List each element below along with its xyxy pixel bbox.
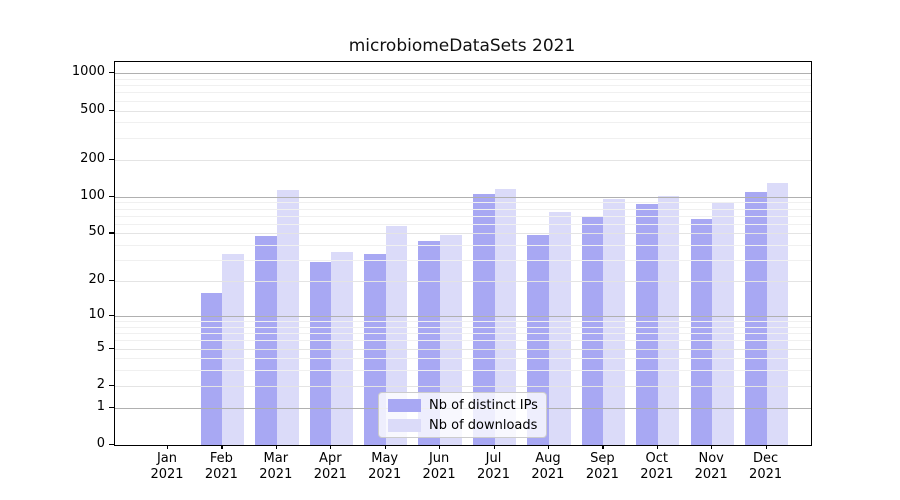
x-tick-label-sep: Sep 2021 bbox=[585, 451, 619, 482]
legend-row-downloads: Nb of downloads bbox=[388, 417, 546, 434]
bar-apr-downloads bbox=[331, 252, 353, 445]
bar-aug-downloads bbox=[548, 211, 571, 445]
y-tick-mark-100 bbox=[109, 195, 114, 197]
legend-label-downloads: Nb of downloads bbox=[429, 417, 538, 433]
legend-label-distinct-ips: Nb of distinct IPs bbox=[429, 397, 538, 413]
x-tick-mark-oct bbox=[656, 445, 658, 449]
gridline-200 bbox=[115, 159, 811, 161]
gridline-90 bbox=[115, 202, 811, 204]
x-tick-label-oct: Oct 2021 bbox=[640, 451, 674, 482]
bar-mar-downloads bbox=[276, 190, 299, 445]
x-tick-label-apr: Apr 2021 bbox=[313, 451, 347, 482]
x-tick-mark-feb bbox=[221, 445, 223, 449]
bar-mar-distinct-ips bbox=[255, 235, 277, 445]
y-tick-mark-200 bbox=[109, 158, 114, 160]
y-tick-label-20: 20 bbox=[88, 272, 105, 288]
x-tick-mark-sep bbox=[602, 445, 604, 449]
y-tick-label-1: 1 bbox=[96, 398, 105, 414]
bar-sep-downloads bbox=[603, 199, 626, 445]
x-tick-label-dec: Dec 2021 bbox=[749, 451, 783, 482]
y-tick-mark-5 bbox=[109, 347, 114, 349]
y-tick-label-500: 500 bbox=[80, 101, 105, 117]
y-tick-mark-2 bbox=[109, 384, 114, 387]
gridline-80 bbox=[115, 208, 811, 210]
y-tick-label-50: 50 bbox=[88, 224, 105, 240]
gridline-700 bbox=[115, 92, 811, 94]
bar-feb-distinct-ips bbox=[200, 292, 223, 445]
bar-may-downloads bbox=[385, 225, 408, 445]
x-tick-mark-nov bbox=[711, 445, 713, 449]
y-tick-mark-0 bbox=[109, 444, 114, 446]
x-tick-mark-aug bbox=[547, 445, 550, 449]
gridline-600 bbox=[115, 100, 811, 102]
y-tick-mark-1000 bbox=[109, 72, 114, 74]
bar-dec-downloads bbox=[766, 183, 789, 445]
gridline-70 bbox=[115, 215, 811, 217]
bar-nov-distinct-ips bbox=[690, 218, 713, 445]
bar-oct-downloads bbox=[657, 195, 680, 445]
x-tick-mark-apr bbox=[330, 445, 332, 449]
y-tick-label-10: 10 bbox=[88, 307, 105, 322]
plot-area bbox=[114, 61, 812, 446]
legend: Nb of distinct IPs Nb of downloads bbox=[378, 392, 547, 438]
x-tick-label-may: May 2021 bbox=[368, 451, 402, 482]
x-tick-mark-jun bbox=[439, 445, 441, 449]
x-tick-mark-mar bbox=[275, 445, 277, 449]
x-tick-label-jan: Jan 2021 bbox=[150, 451, 184, 482]
y-tick-mark-20 bbox=[109, 280, 114, 282]
x-tick-label-aug: Aug 2021 bbox=[531, 451, 565, 482]
y-tick-label-5: 5 bbox=[96, 339, 105, 355]
legend-row-distinct-ips: Nb of distinct IPs bbox=[388, 397, 546, 414]
chart-title: microbiomeDataSets 2021 bbox=[348, 36, 576, 56]
y-tick-label-100: 100 bbox=[80, 187, 105, 203]
x-tick-label-jun: Jun 2021 bbox=[422, 451, 456, 482]
distinct-ips-swatch-icon bbox=[388, 398, 421, 412]
downloads-swatch-icon bbox=[388, 418, 421, 432]
gridline-100 bbox=[115, 196, 811, 198]
y-tick-label-2: 2 bbox=[96, 376, 105, 392]
gridline-400 bbox=[115, 122, 811, 124]
bar-apr-distinct-ips bbox=[309, 262, 332, 445]
gridline-500 bbox=[115, 110, 811, 112]
y-tick-label-1000: 1000 bbox=[71, 64, 105, 80]
x-tick-label-jul: Jul 2021 bbox=[476, 451, 511, 482]
x-tick-label-feb: Feb 2021 bbox=[204, 451, 238, 482]
bar-jul-distinct-ips bbox=[472, 193, 495, 445]
y-tick-mark-50 bbox=[109, 232, 114, 234]
y-tick-mark-500 bbox=[109, 109, 114, 111]
y-tick-mark-1 bbox=[109, 406, 114, 408]
x-tick-mark-jan bbox=[167, 445, 169, 449]
gridline-1000 bbox=[115, 73, 811, 75]
bar-oct-distinct-ips bbox=[636, 203, 658, 445]
bar-sep-distinct-ips bbox=[581, 215, 604, 445]
x-tick-label-mar: Mar 2021 bbox=[259, 451, 293, 482]
x-tick-mark-may bbox=[384, 445, 386, 449]
x-tick-mark-jul bbox=[493, 445, 495, 449]
y-tick-mark-10 bbox=[109, 315, 114, 317]
x-tick-label-nov: Nov 2021 bbox=[694, 451, 728, 482]
gridline-800 bbox=[115, 85, 811, 87]
gridline-300 bbox=[115, 137, 811, 139]
x-tick-mark-dec bbox=[765, 445, 767, 449]
y-tick-label-200: 200 bbox=[80, 150, 105, 166]
y-tick-label-0: 0 bbox=[96, 436, 105, 451]
bar-nov-downloads bbox=[712, 202, 734, 445]
gridline-900 bbox=[115, 78, 811, 80]
bar-feb-downloads bbox=[222, 253, 245, 445]
bar-dec-distinct-ips bbox=[744, 192, 767, 445]
